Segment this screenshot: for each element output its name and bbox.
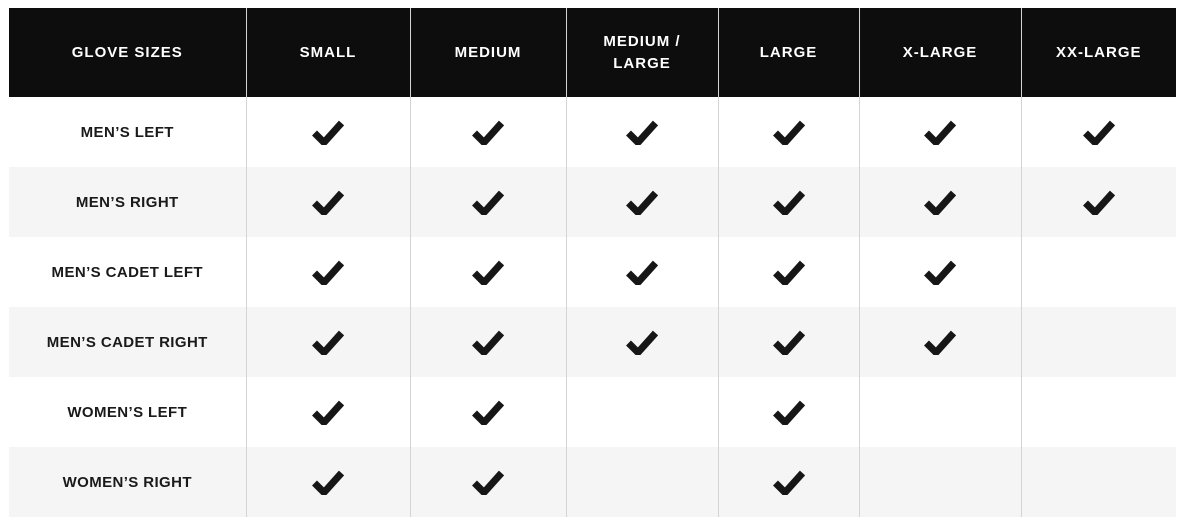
table-row: WOMEN’S LEFT (9, 377, 1176, 447)
check-cell (858, 167, 1021, 237)
check-cell (565, 307, 718, 377)
header-cell-size: MEDIUM / LARGE (565, 8, 718, 97)
header-cell-size: LARGE (717, 8, 859, 97)
empty-cell (565, 447, 718, 517)
check-cell (245, 307, 410, 377)
check-cell (1020, 97, 1176, 167)
checkmark-icon (924, 120, 956, 145)
header-cell-size: XX-LARGE (1020, 8, 1176, 97)
checkmark-icon (772, 470, 805, 495)
checkmark-icon (472, 330, 504, 355)
table-body: MEN’S LEFT MEN’S RIGHT MEN’S CADET LEFT MEN… (9, 97, 1176, 517)
check-cell (717, 237, 859, 307)
check-cell (717, 307, 859, 377)
check-cell (409, 167, 566, 237)
checkmark-icon (772, 260, 805, 285)
empty-cell (1020, 307, 1176, 377)
header-cell-size: MEDIUM (409, 8, 566, 97)
checkmark-icon (1082, 190, 1115, 215)
empty-cell (1020, 377, 1176, 447)
check-cell (717, 97, 859, 167)
check-cell (1020, 167, 1176, 237)
checkmark-icon (924, 330, 956, 355)
header-cell-size: SMALL (245, 8, 410, 97)
row-label: MEN’S RIGHT (75, 193, 179, 211)
check-cell (409, 307, 566, 377)
table-row: MEN’S CADET LEFT (9, 237, 1176, 307)
header-row: GLOVE SIZES SMALL MEDIUM MEDIUM / LARGE LAR… (9, 8, 1176, 97)
checkmark-icon (472, 470, 504, 495)
empty-cell (1020, 237, 1176, 307)
checkmark-icon (924, 190, 956, 215)
check-cell (409, 377, 566, 447)
checkmark-icon (312, 330, 344, 355)
row-label: MEN’S CADET RIGHT (46, 333, 208, 351)
row-label: MEN’S LEFT (80, 123, 174, 141)
table-row: MEN’S CADET RIGHT (9, 307, 1176, 377)
checkmark-icon (626, 190, 658, 215)
check-cell (717, 377, 859, 447)
checkmark-icon (772, 120, 805, 145)
checkmark-icon (472, 190, 504, 215)
glove-sizes-table-container: GLOVE SIZES SMALL MEDIUM MEDIUM / LARGE LAR… (9, 8, 1176, 517)
check-cell (717, 447, 859, 517)
checkmark-icon (312, 260, 344, 285)
check-cell (858, 237, 1021, 307)
checkmark-icon (312, 470, 344, 495)
row-label: MEN’S CADET LEFT (51, 263, 203, 281)
check-cell (858, 307, 1021, 377)
glove-sizes-table: GLOVE SIZES SMALL MEDIUM MEDIUM / LARGE LAR… (9, 8, 1176, 517)
check-cell (245, 447, 410, 517)
check-cell (858, 97, 1021, 167)
checkmark-icon (626, 330, 658, 355)
checkmark-icon (772, 190, 805, 215)
check-cell (565, 97, 718, 167)
checkmark-icon (312, 400, 344, 425)
checkmark-icon (312, 190, 344, 215)
table-row: MEN’S RIGHT (9, 167, 1176, 237)
table-row: WOMEN’S RIGHT (9, 447, 1176, 517)
row-label: WOMEN’S LEFT (67, 403, 188, 421)
check-cell (245, 97, 410, 167)
header-cell-size: X-LARGE (858, 8, 1021, 97)
check-cell (565, 167, 718, 237)
checkmark-icon (1082, 120, 1115, 145)
empty-cell (1020, 447, 1176, 517)
checkmark-icon (772, 330, 805, 355)
check-cell (565, 237, 718, 307)
checkmark-icon (626, 260, 658, 285)
header-cell-glove-sizes: GLOVE SIZES (9, 8, 246, 97)
checkmark-icon (472, 120, 504, 145)
check-cell (245, 167, 410, 237)
check-cell (409, 97, 566, 167)
checkmark-icon (472, 400, 504, 425)
checkmark-icon (924, 260, 956, 285)
check-cell (245, 377, 410, 447)
check-cell (717, 167, 859, 237)
checkmark-icon (312, 120, 344, 145)
empty-cell (858, 377, 1021, 447)
row-label: WOMEN’S RIGHT (62, 473, 192, 491)
check-cell (245, 237, 410, 307)
checkmark-icon (772, 400, 805, 425)
check-cell (409, 447, 566, 517)
checkmark-icon (472, 260, 504, 285)
empty-cell (858, 447, 1021, 517)
check-cell (409, 237, 566, 307)
empty-cell (565, 377, 718, 447)
table-header: GLOVE SIZES SMALL MEDIUM MEDIUM / LARGE LAR… (9, 8, 1176, 97)
table-row: MEN’S LEFT (9, 97, 1176, 167)
checkmark-icon (626, 120, 658, 145)
